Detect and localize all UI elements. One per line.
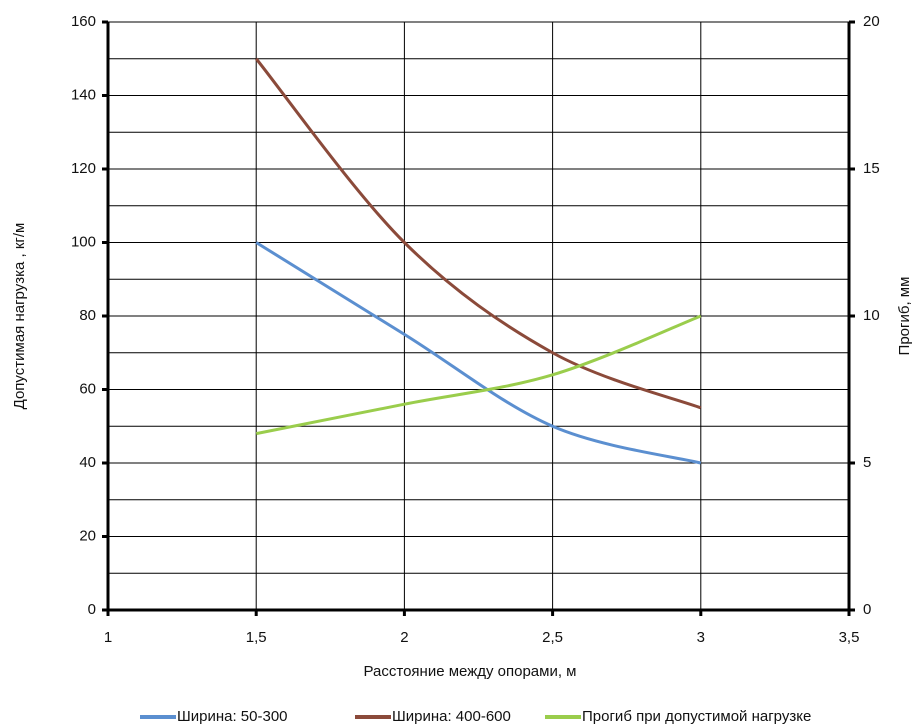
y-tick-label: 140 <box>71 86 96 103</box>
y2-tick-label: 15 <box>863 160 880 177</box>
y-tick-label: 20 <box>79 527 96 544</box>
legend-label: Ширина: 400-600 <box>392 708 511 725</box>
x-tick-label: 1,5 <box>246 629 267 646</box>
y-tick-label: 40 <box>79 454 96 471</box>
y-tick-label: 120 <box>71 160 96 177</box>
y-tick-label: 80 <box>79 307 96 324</box>
x-axis-title: Расстояние между опорами, м <box>364 663 577 680</box>
series-line <box>255 57 702 410</box>
y-tick-label: 0 <box>88 601 96 618</box>
legend-label: Ширина: 50-300 <box>177 708 288 725</box>
y2-tick-label: 20 <box>863 13 880 30</box>
y-tick-label: 160 <box>71 13 96 30</box>
series-line <box>255 241 702 465</box>
y2-tick-label: 5 <box>863 454 871 471</box>
y-axis-title: Допустимая нагрузка , кг/м <box>11 223 28 410</box>
series-line <box>255 314 702 436</box>
y2-axis-title: Прогиб, мм <box>896 277 913 356</box>
y2-tick-label: 10 <box>863 307 880 324</box>
y2-tick-label: 0 <box>863 601 871 618</box>
x-tick-label: 2,5 <box>542 629 563 646</box>
legend-label: Прогиб при допустимой нагрузке <box>582 708 811 725</box>
x-tick-label: 3,5 <box>839 629 860 646</box>
y-tick-label: 100 <box>71 233 96 250</box>
x-tick-label: 2 <box>400 629 408 646</box>
x-tick-label: 1 <box>104 629 112 646</box>
x-tick-label: 3 <box>697 629 705 646</box>
y-tick-label: 60 <box>79 380 96 397</box>
